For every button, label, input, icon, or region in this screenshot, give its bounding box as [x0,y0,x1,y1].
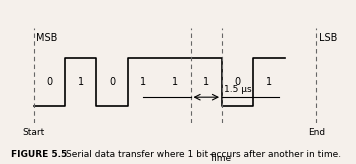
Text: 1: 1 [78,77,84,87]
Text: End: End [308,128,325,137]
Text: MSB: MSB [36,33,57,43]
Text: Serial data transfer where 1 bit occurs after another in time.: Serial data transfer where 1 bit occurs … [66,150,341,159]
Text: Time: Time [209,154,231,163]
Text: 1: 1 [203,77,209,87]
Text: 1.5 µs: 1.5 µs [224,85,251,94]
Text: 0: 0 [46,77,52,87]
Text: FIGURE 5.5: FIGURE 5.5 [11,150,67,159]
Text: Start: Start [22,128,44,137]
Text: 0: 0 [109,77,115,87]
Text: 1: 1 [266,77,272,87]
Text: 1: 1 [140,77,147,87]
Text: LSB: LSB [319,33,337,43]
Text: 0: 0 [235,77,241,87]
Text: 1: 1 [172,77,178,87]
